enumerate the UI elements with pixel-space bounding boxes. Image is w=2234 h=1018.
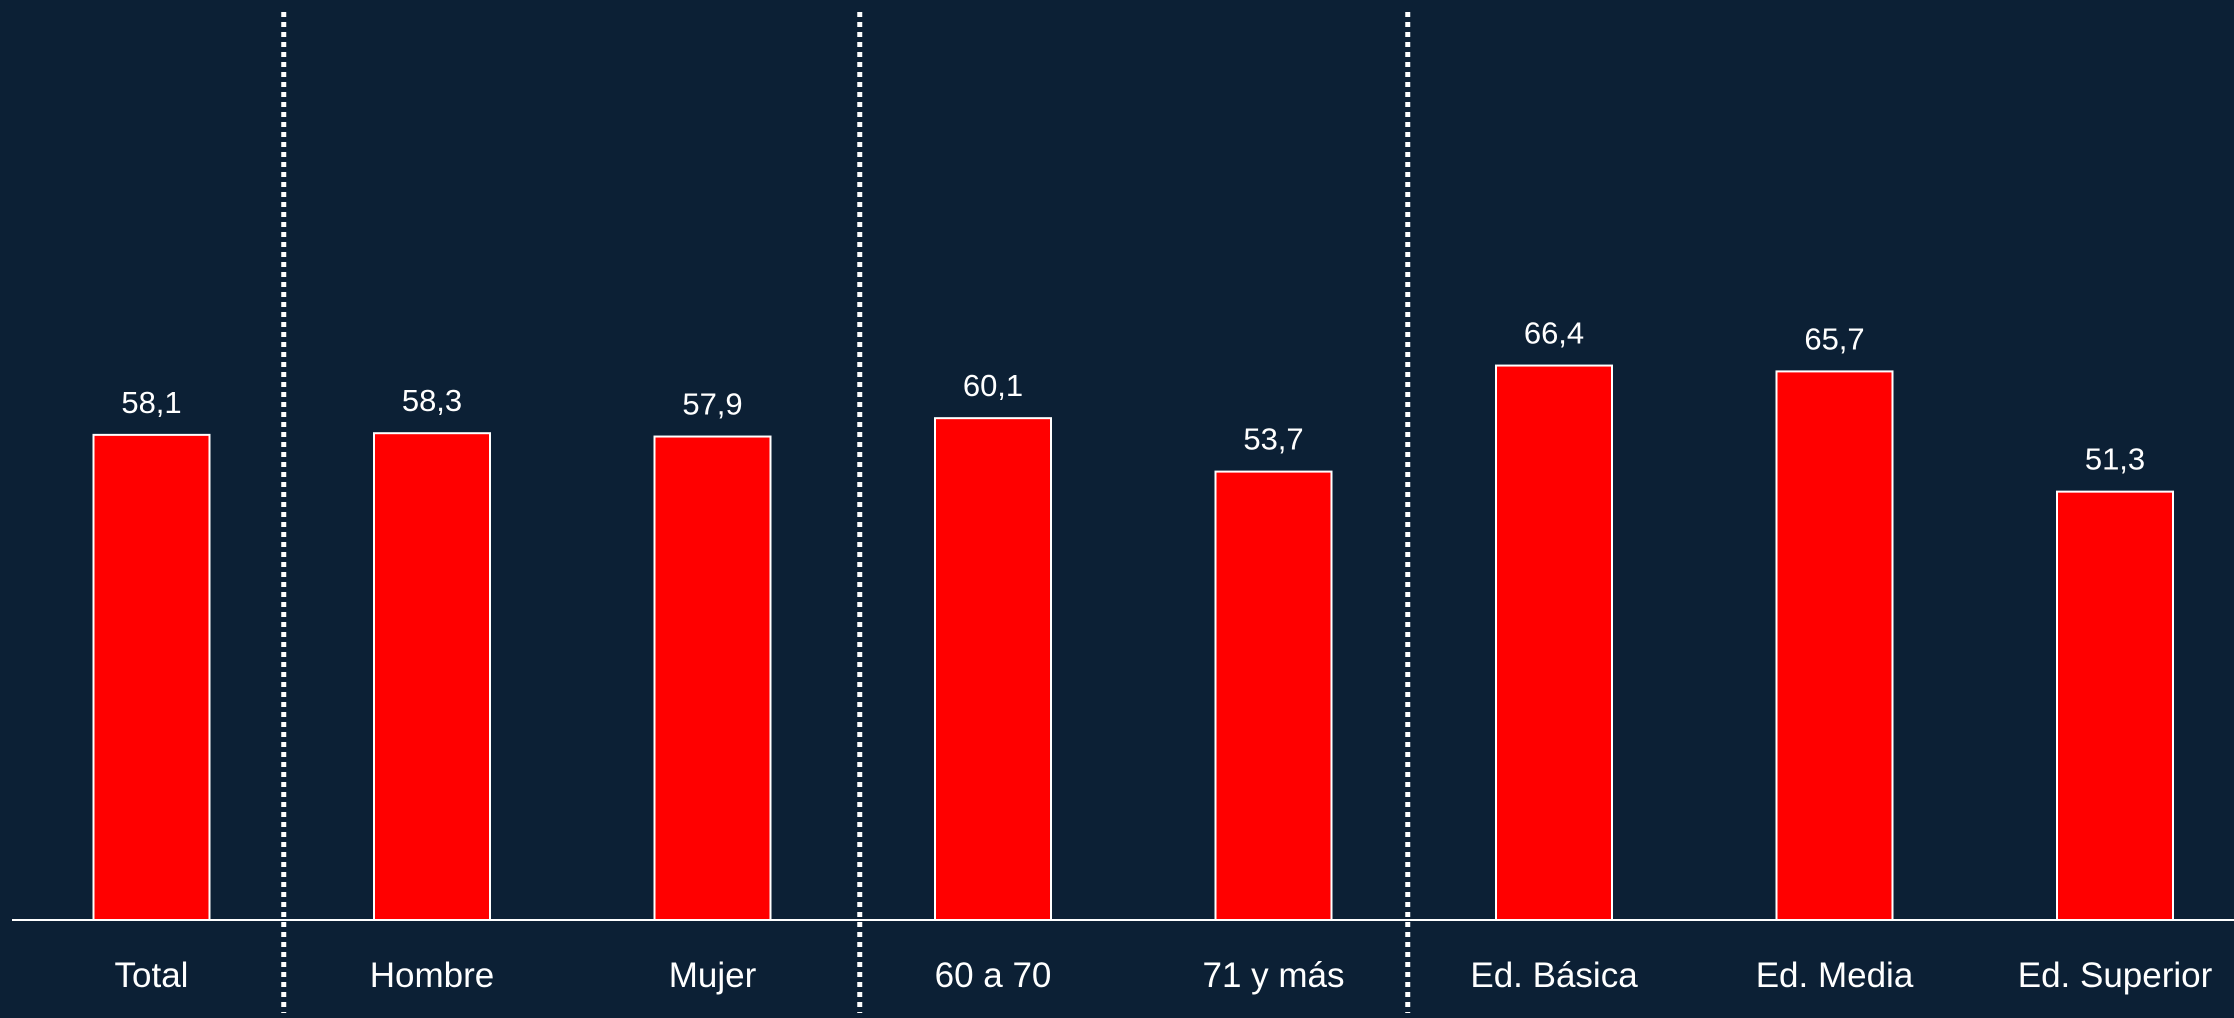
- bar: [373, 432, 491, 921]
- bar: [1495, 364, 1613, 921]
- category-label: Mujer: [669, 956, 757, 995]
- bar: [653, 435, 772, 921]
- category-label: Ed. Básica: [1470, 956, 1638, 995]
- category-label: 60 a 70: [935, 956, 1052, 995]
- category-label: Ed. Superior: [2018, 956, 2213, 995]
- bar: [934, 417, 1052, 921]
- data-label: 65,7: [1804, 321, 1864, 356]
- data-label: 57,9: [682, 387, 742, 422]
- category-label: Ed. Media: [1756, 956, 1914, 995]
- data-label: 58,3: [402, 383, 462, 418]
- bar: [1775, 370, 1894, 921]
- bar: [2056, 490, 2174, 921]
- bar: [92, 433, 211, 921]
- data-label: 60,1: [963, 368, 1023, 403]
- bar: [1214, 470, 1333, 921]
- data-label: 66,4: [1524, 316, 1584, 351]
- category-label: Total: [115, 956, 189, 995]
- category-label: Hombre: [370, 956, 494, 995]
- data-label: 58,1: [121, 385, 181, 420]
- category-label: 71 y más: [1203, 956, 1345, 995]
- data-label: 51,3: [2085, 442, 2145, 477]
- data-label: 53,7: [1243, 422, 1303, 457]
